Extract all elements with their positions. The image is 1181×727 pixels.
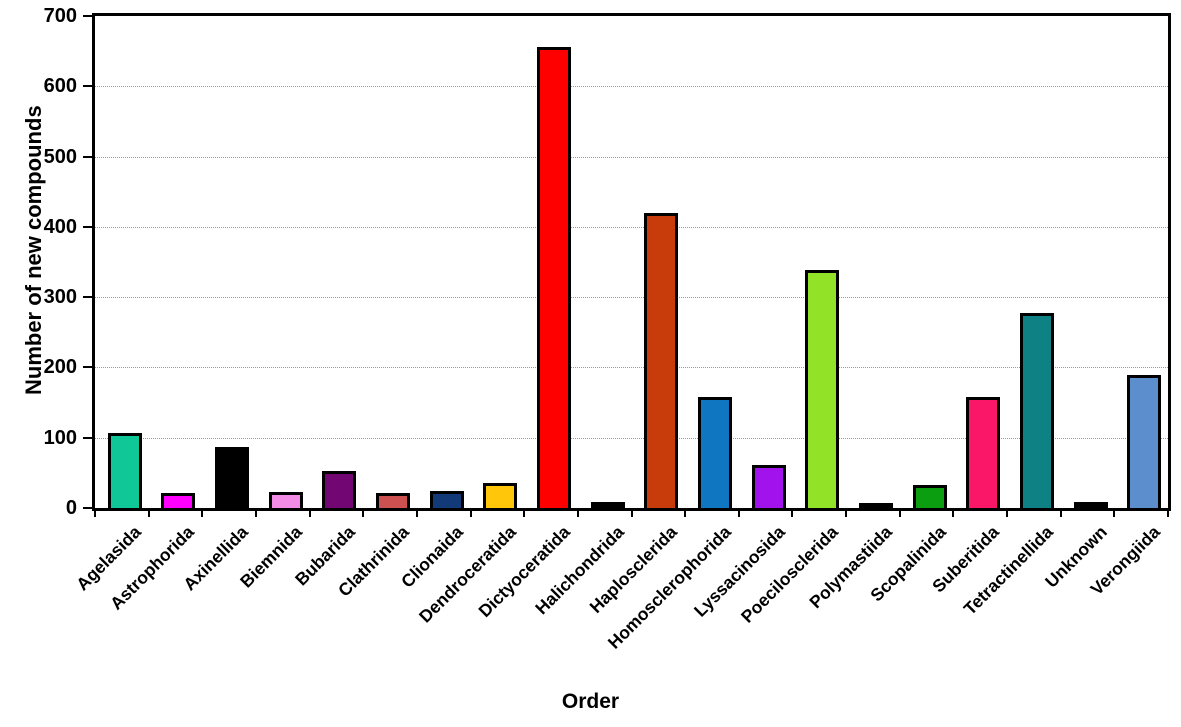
y-tick-0 bbox=[83, 507, 92, 509]
x-tick-9 bbox=[576, 508, 579, 517]
y-tick-700 bbox=[83, 15, 92, 17]
bar-scopalinida bbox=[912, 485, 947, 508]
y-tick-label-0: 0 bbox=[65, 497, 77, 519]
x-tick-0 bbox=[94, 508, 96, 517]
x-tick-11 bbox=[684, 508, 687, 517]
y-tick-label-600: 600 bbox=[43, 75, 77, 98]
x-tick-14 bbox=[845, 508, 848, 517]
bar-suberitida bbox=[966, 396, 1001, 508]
bar-tetractinellida bbox=[1019, 313, 1054, 508]
bar-halichondrida bbox=[590, 502, 625, 508]
y-tick-label-500: 500 bbox=[43, 145, 77, 168]
gridline-600 bbox=[95, 86, 1168, 88]
y-tick-200 bbox=[83, 366, 92, 369]
x-tick-12 bbox=[737, 508, 740, 517]
bar-agelasida bbox=[107, 432, 142, 508]
x-tick-16 bbox=[952, 508, 955, 517]
x-tick-2 bbox=[201, 508, 204, 517]
bar-unknown bbox=[1073, 501, 1108, 508]
bar-dictyoceratida bbox=[537, 46, 572, 508]
x-tick-13 bbox=[791, 508, 794, 517]
y-tick-300 bbox=[83, 296, 92, 299]
y-tick-600 bbox=[83, 85, 92, 88]
bar-haplosclerida bbox=[644, 213, 679, 508]
x-tick-10 bbox=[630, 508, 633, 517]
bar-clathrinida bbox=[376, 493, 411, 508]
gridline-500 bbox=[95, 156, 1168, 158]
x-tick-17 bbox=[1006, 508, 1009, 517]
x-tick-7 bbox=[469, 508, 472, 517]
gridline-200 bbox=[95, 367, 1168, 369]
x-tick-15 bbox=[898, 508, 901, 517]
x-tick-20 bbox=[1167, 508, 1169, 517]
bar-astrophorida bbox=[161, 493, 196, 508]
x-tick-8 bbox=[523, 508, 526, 517]
x-tick-1 bbox=[147, 508, 150, 517]
x-tick-3 bbox=[254, 508, 257, 517]
bar-bubarida bbox=[322, 471, 357, 508]
plot-area bbox=[92, 13, 1171, 511]
bar-polymastiida bbox=[858, 502, 893, 508]
bar-homosclerophorida bbox=[697, 396, 732, 508]
gridline-300 bbox=[95, 297, 1168, 299]
y-tick-500 bbox=[83, 155, 92, 158]
x-tick-4 bbox=[308, 508, 311, 517]
bar-biemnida bbox=[268, 491, 303, 508]
x-tick-19 bbox=[1113, 508, 1116, 517]
y-tick-400 bbox=[83, 225, 92, 228]
y-tick-label-300: 300 bbox=[43, 286, 77, 309]
bar-verongiida bbox=[1127, 374, 1162, 508]
x-tick-18 bbox=[1059, 508, 1062, 517]
gridline-400 bbox=[95, 226, 1168, 228]
y-tick-100 bbox=[83, 436, 92, 439]
x-tick-5 bbox=[362, 508, 365, 517]
bar-axinellida bbox=[215, 447, 250, 508]
y-tick-label-700: 700 bbox=[43, 5, 77, 27]
bar-clionaida bbox=[429, 490, 464, 508]
gridline-100 bbox=[95, 437, 1168, 439]
y-tick-label-200: 200 bbox=[43, 356, 77, 379]
bar-dendroceratida bbox=[483, 482, 518, 508]
x-tick-6 bbox=[415, 508, 418, 517]
bar-lyssacinosida bbox=[751, 464, 786, 508]
y-tick-label-100: 100 bbox=[43, 426, 77, 449]
y-tick-label-400: 400 bbox=[43, 215, 77, 238]
bar-poecilosclerida bbox=[805, 269, 840, 508]
x-axis-title: Order bbox=[561, 690, 620, 713]
